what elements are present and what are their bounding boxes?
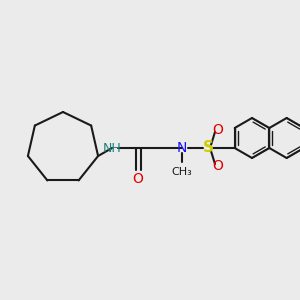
Text: CH₃: CH₃ <box>172 167 192 177</box>
Text: O: O <box>133 172 143 186</box>
Text: N: N <box>177 141 187 155</box>
Text: S: S <box>202 140 214 155</box>
Text: NH: NH <box>103 142 122 154</box>
Text: O: O <box>213 123 224 137</box>
Text: O: O <box>213 159 224 173</box>
